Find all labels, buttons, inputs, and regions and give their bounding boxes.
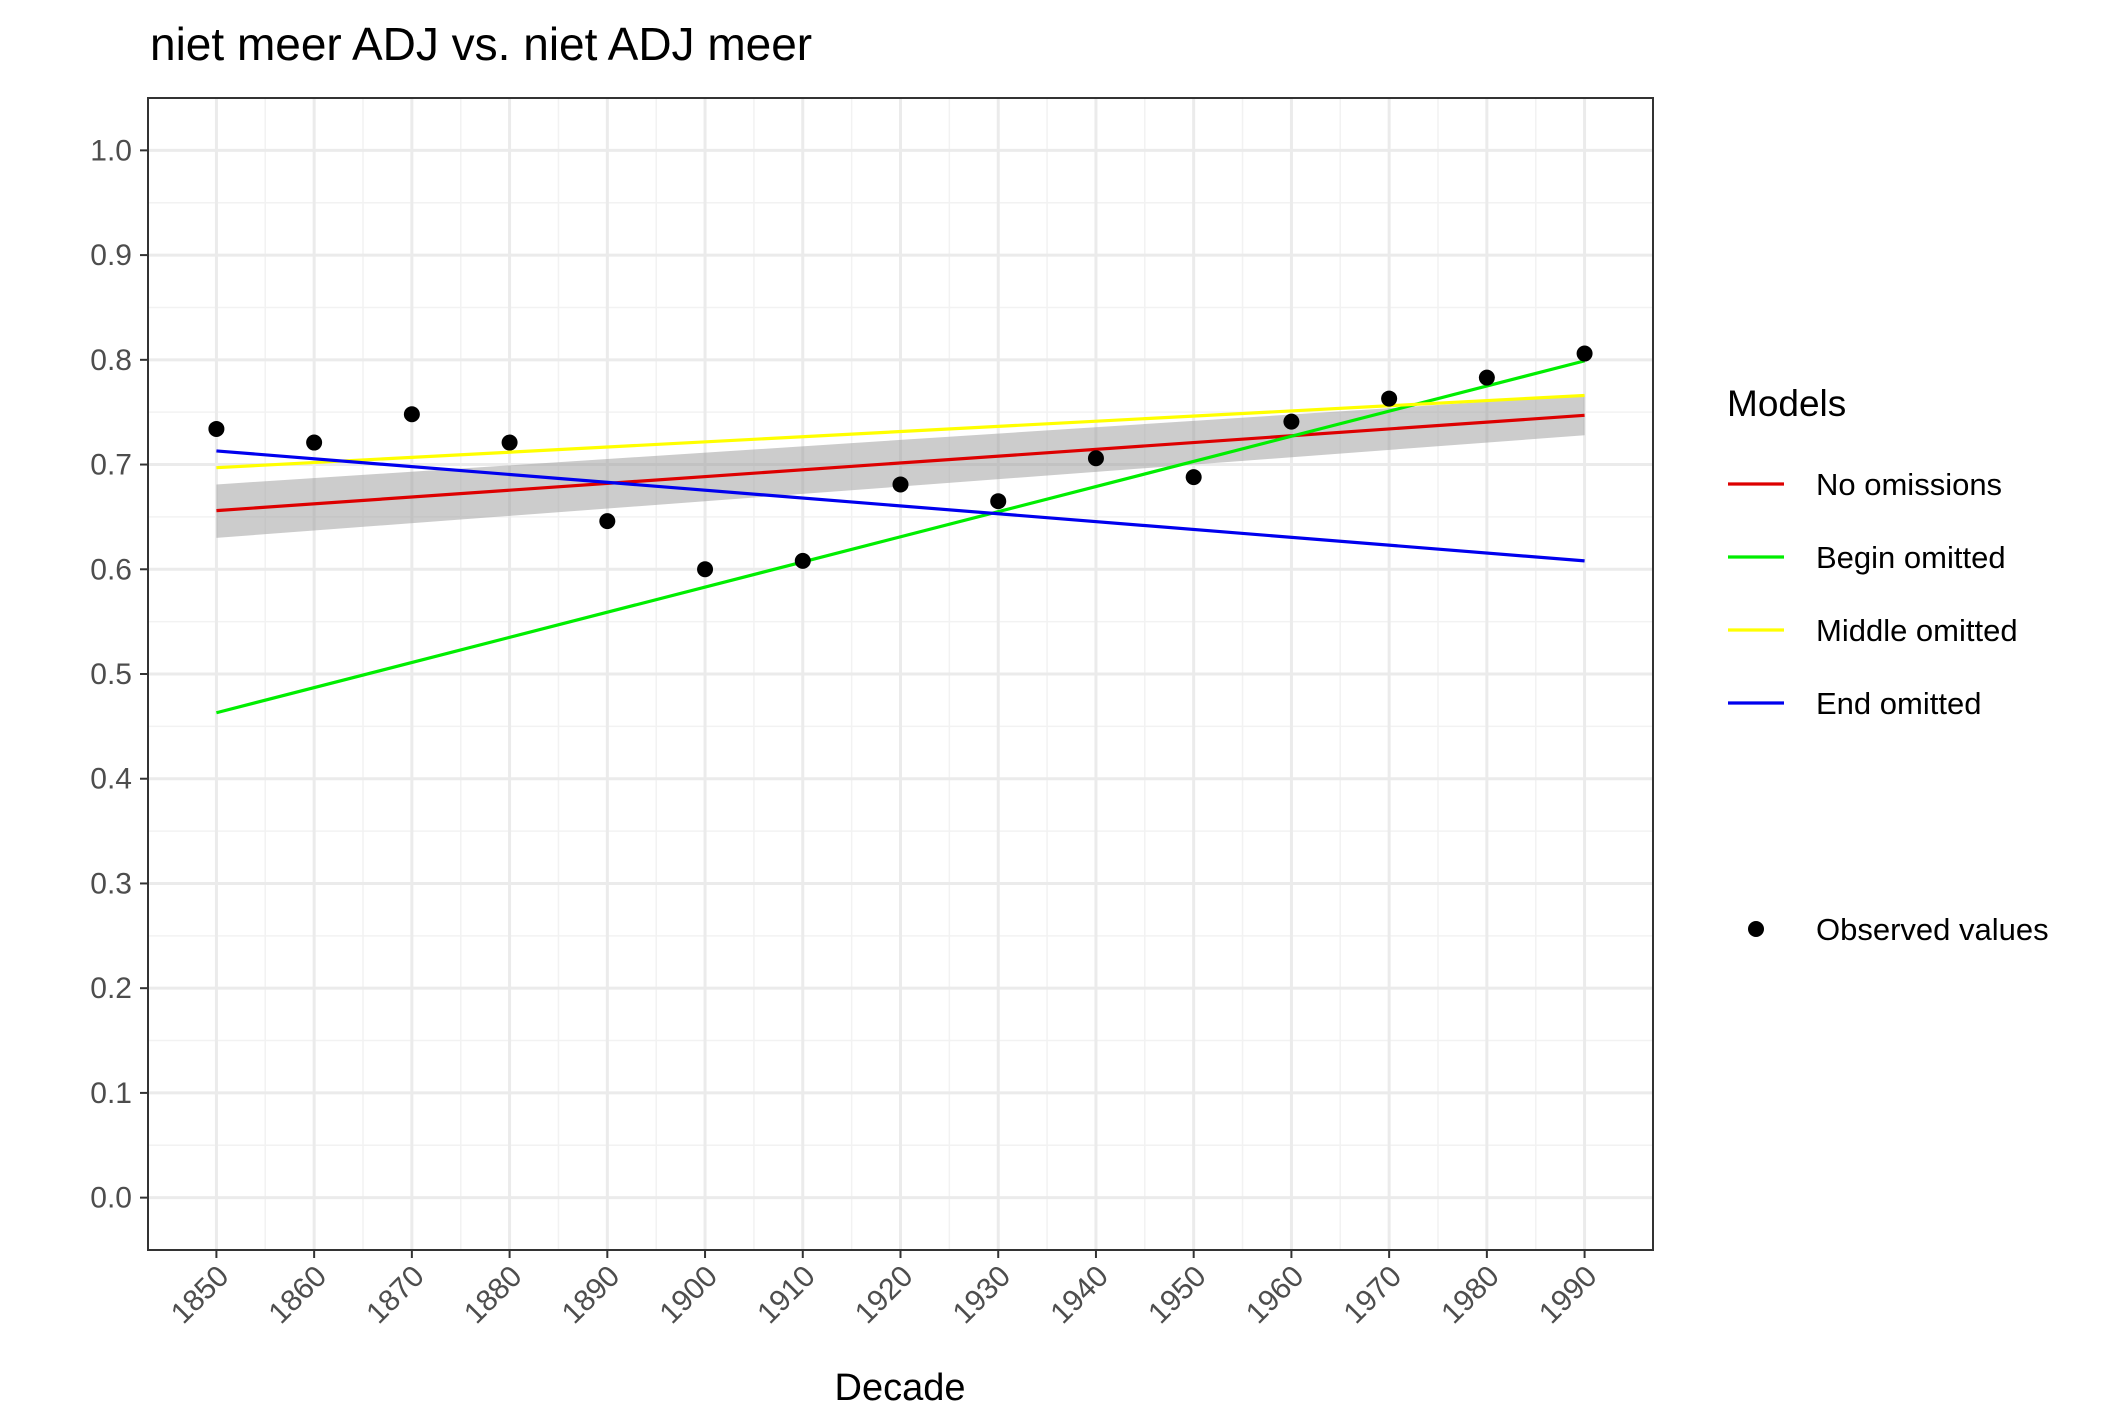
observed-point (892, 476, 909, 493)
legend-label: End omitted (1816, 686, 1981, 721)
legend-label: Begin omitted (1816, 540, 2006, 575)
legend-label: Middle omitted (1816, 613, 2018, 648)
observed-point (990, 493, 1007, 510)
y-tick-label: 0.4 (90, 763, 132, 796)
x-tick-label: 1850 (165, 1260, 236, 1331)
legend: Models No omissions Begin omitted Middle o… (1727, 383, 2049, 947)
x-tick-label: 1890 (556, 1260, 627, 1331)
y-tick-label: 0.9 (90, 239, 132, 272)
y-tick-label: 0.1 (90, 1077, 132, 1110)
grid-major (148, 98, 1653, 1250)
y-tick-label: 0.8 (90, 344, 132, 377)
observed-point (697, 561, 714, 578)
y-tick-label: 0.5 (90, 658, 132, 691)
model-lines (216, 359, 1585, 715)
x-tick-label: 1990 (1533, 1260, 1604, 1331)
x-tick-label: 1970 (1338, 1260, 1409, 1331)
chart-title: niet meer ADJ vs. niet ADJ meer (150, 18, 812, 70)
observed-point (306, 434, 323, 451)
observed-point (501, 434, 518, 451)
x-axis-title: Decade (835, 1367, 966, 1409)
legend-title: Models (1727, 383, 1846, 424)
x-tick-label: 1950 (1142, 1260, 1213, 1331)
x-tick-label: 1910 (751, 1260, 822, 1331)
observed-point (1478, 369, 1495, 386)
observed-point (1381, 390, 1398, 407)
series-line-begin-omitted (216, 359, 1585, 715)
observed-points (208, 345, 1593, 578)
x-axis: 1850 1860 1870 1880 1890 1900 1910 1920 1930 1940… (165, 1250, 1604, 1330)
x-tick-label: 1870 (360, 1260, 431, 1331)
observed-point (403, 406, 420, 423)
observed-point (599, 513, 616, 530)
y-tick-label: 0.6 (90, 553, 132, 586)
x-tick-label: 1980 (1435, 1260, 1506, 1331)
legend-label-observed: Observed values (1816, 912, 2049, 947)
observed-point (208, 420, 225, 437)
x-tick-label: 1960 (1240, 1260, 1311, 1331)
x-tick-label: 1900 (653, 1260, 724, 1331)
y-tick-label: 0.0 (90, 1182, 132, 1215)
series-line-no-omissions (216, 413, 1585, 513)
observed-point (1283, 413, 1300, 430)
x-tick-label: 1920 (849, 1260, 920, 1331)
observed-point (1185, 469, 1202, 486)
legend-key-point (1748, 921, 1764, 937)
x-tick-label: 1940 (1044, 1260, 1115, 1331)
observed-point (794, 552, 811, 569)
y-tick-label: 1.0 (90, 134, 132, 167)
x-tick-label: 1860 (263, 1260, 334, 1331)
legend-label: No omissions (1816, 467, 2002, 502)
observed-point (1576, 345, 1593, 362)
series-line-middle-omitted (216, 393, 1585, 470)
y-axis: 0.0 0.1 0.2 0.3 0.4 0.5 0.6 0.7 0.8 0.9 1.0 (90, 134, 148, 1215)
observed-point (1087, 450, 1104, 467)
confidence-band (216, 395, 1585, 538)
confidence-band-layer (216, 395, 1585, 538)
x-tick-label: 1880 (458, 1260, 529, 1331)
series-line-end-omitted (216, 449, 1585, 563)
y-tick-label: 0.2 (90, 972, 132, 1005)
x-tick-label: 1930 (947, 1260, 1018, 1331)
y-tick-label: 0.3 (90, 867, 132, 900)
y-tick-label: 0.7 (90, 449, 132, 482)
